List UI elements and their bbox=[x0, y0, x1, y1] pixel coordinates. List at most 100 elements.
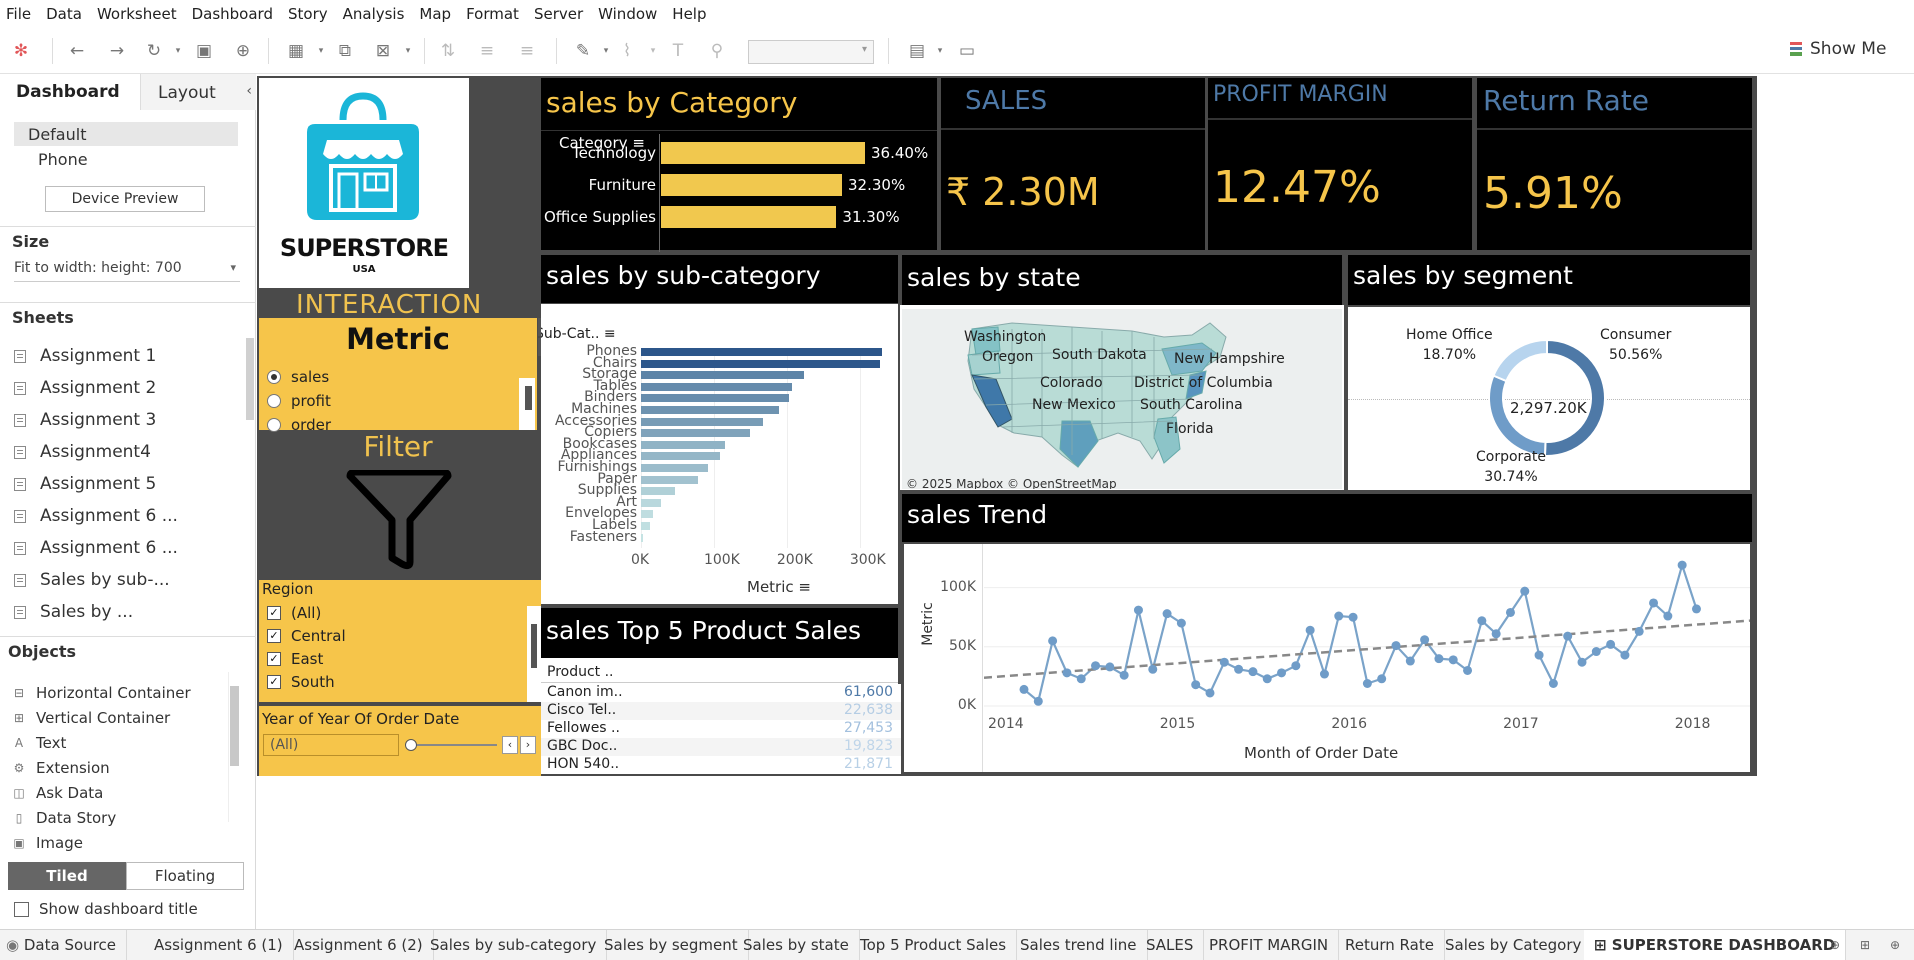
metric-option-order[interactable]: order bbox=[267, 416, 331, 434]
tab-dashboard[interactable]: Dashboard bbox=[0, 74, 140, 110]
trend-point[interactable] bbox=[1105, 662, 1115, 672]
trend-point[interactable] bbox=[1277, 668, 1287, 678]
trend-point[interactable] bbox=[1405, 656, 1415, 666]
axis-sort-icon[interactable]: ≡ bbox=[798, 578, 811, 596]
device-default[interactable]: Default bbox=[14, 122, 238, 146]
subcategory-bar[interactable] bbox=[641, 498, 661, 507]
top5-row[interactable]: HON 540.. 21,871 bbox=[541, 756, 901, 774]
sub-sort-icon[interactable]: ≡ bbox=[603, 326, 616, 342]
subcategory-bar[interactable] bbox=[641, 452, 720, 461]
trend-point[interactable] bbox=[1434, 654, 1444, 664]
show-cards-icon[interactable]: ▤ bbox=[908, 41, 926, 61]
sheet-item[interactable]: Assignment 1 bbox=[14, 340, 244, 372]
trend-point[interactable] bbox=[1033, 696, 1043, 706]
trend-point[interactable] bbox=[1491, 629, 1501, 639]
sheet-item[interactable]: Sales by sub-... bbox=[14, 564, 244, 596]
year-input[interactable]: (All) bbox=[263, 734, 399, 756]
trend-point[interactable] bbox=[1691, 604, 1701, 614]
subcategory-bar[interactable] bbox=[641, 464, 709, 472]
new-worksheet-dropdown-icon[interactable]: ▾ bbox=[318, 46, 324, 56]
subcategory-bar[interactable] bbox=[641, 359, 881, 368]
redo-history-icon[interactable]: ↻ bbox=[146, 41, 162, 61]
trend-point[interactable] bbox=[1248, 667, 1258, 677]
menu-dashboard[interactable]: Dashboard bbox=[191, 5, 273, 23]
segment-slice-home-office[interactable] bbox=[1492, 338, 1548, 383]
trend-point[interactable] bbox=[1076, 674, 1086, 684]
sheet-item[interactable]: Assignment 6 ... bbox=[14, 500, 244, 532]
trend-point[interactable] bbox=[1606, 639, 1616, 649]
subcategory-bar[interactable] bbox=[641, 510, 653, 519]
objects-scrollbar[interactable] bbox=[230, 686, 239, 766]
sheet-item[interactable]: Assignment 5 bbox=[14, 468, 244, 500]
highlight-icon[interactable]: ✎ bbox=[575, 41, 591, 61]
trend-point[interactable] bbox=[1176, 618, 1186, 628]
top5-row[interactable]: Cisco Tel.. 22,638 bbox=[541, 702, 901, 720]
trend-point[interactable] bbox=[1663, 611, 1673, 621]
object-item-text[interactable]: A Text bbox=[12, 730, 232, 755]
subcategory-bar[interactable] bbox=[641, 440, 725, 449]
category-bar[interactable] bbox=[661, 206, 837, 228]
subcategory-bar[interactable] bbox=[641, 417, 763, 426]
trend-point[interactable] bbox=[1062, 668, 1072, 678]
tab-assignment-6-1[interactable]: Assignment 6 (1) bbox=[150, 930, 294, 960]
trend-point[interactable] bbox=[1391, 641, 1401, 651]
tab-sales-by-state[interactable]: Sales by state bbox=[733, 930, 860, 960]
category-bar[interactable] bbox=[661, 174, 843, 196]
new-worksheet-tab-icon[interactable]: ⊕ bbox=[1830, 938, 1841, 952]
subcategory-bar[interactable] bbox=[641, 533, 644, 542]
sheet-item[interactable]: Assignment 2 bbox=[14, 372, 244, 404]
menu-story[interactable]: Story bbox=[287, 5, 328, 23]
sheet-item[interactable]: Assignment4 bbox=[14, 436, 244, 468]
region-scrollbar[interactable] bbox=[527, 606, 541, 702]
trend-point[interactable] bbox=[1620, 650, 1630, 660]
new-worksheet-icon[interactable]: ▦ bbox=[287, 41, 305, 61]
show-dashboard-title-checkbox[interactable]: Show dashboard title bbox=[14, 900, 198, 918]
object-item-extension[interactable]: ⚙ Extension bbox=[12, 755, 232, 780]
trend-point[interactable] bbox=[1420, 635, 1430, 645]
metric-option-sales[interactable]: sales bbox=[267, 368, 329, 386]
subcategory-bar[interactable] bbox=[641, 487, 676, 496]
metric-scrollbar[interactable] bbox=[525, 386, 532, 410]
save-icon[interactable]: ▣ bbox=[195, 41, 213, 61]
subcategory-bar[interactable] bbox=[641, 429, 751, 438]
trend-point[interactable] bbox=[1477, 616, 1487, 626]
subcategory-bar[interactable] bbox=[641, 475, 698, 484]
trend-point[interactable] bbox=[1591, 647, 1601, 657]
clear-sheet-icon[interactable]: ⊠ bbox=[375, 41, 391, 61]
pin-icon[interactable]: ⚲ bbox=[710, 41, 724, 61]
menu-window[interactable]: Window bbox=[598, 5, 658, 23]
trend-point[interactable] bbox=[1091, 661, 1101, 671]
sheet-item[interactable]: Assignment 3 bbox=[14, 404, 244, 436]
trend-point[interactable] bbox=[1520, 586, 1530, 596]
us-map[interactable]: Washington Oregon South Dakota New Hampshir… bbox=[902, 309, 1342, 489]
device-preview-button[interactable]: Device Preview bbox=[45, 186, 205, 212]
trend-point[interactable] bbox=[1634, 626, 1644, 636]
category-bar[interactable] bbox=[661, 142, 865, 164]
tab-sales-by-category[interactable]: Sales by Category bbox=[1435, 930, 1593, 960]
trend-point[interactable] bbox=[1534, 650, 1544, 660]
trend-point[interactable] bbox=[1291, 661, 1301, 671]
trend-point[interactable] bbox=[1119, 670, 1129, 680]
object-item-ask-data[interactable]: ◫ Ask Data bbox=[12, 780, 232, 805]
sort-ascending-icon[interactable]: ≡ bbox=[479, 41, 495, 61]
group-icon[interactable]: ⌇ bbox=[622, 41, 632, 61]
sheet-item[interactable]: Assignment 6 ... bbox=[14, 532, 244, 564]
top5-row[interactable]: GBC Doc.. 19,823 bbox=[541, 738, 901, 756]
trend-point[interactable] bbox=[1234, 664, 1244, 674]
clear-dropdown-icon[interactable]: ▾ bbox=[405, 46, 411, 56]
tab-superstore-dashboard[interactable]: ⊞ SUPERSTORE DASHBOARD bbox=[1584, 930, 1847, 960]
label-icon[interactable]: T bbox=[672, 41, 684, 61]
trend-point[interactable] bbox=[1563, 631, 1573, 641]
tab-layout[interactable]: Layout ‹ bbox=[140, 74, 256, 110]
undo-icon[interactable]: ← bbox=[69, 41, 85, 61]
device-phone[interactable]: Phone bbox=[38, 150, 88, 169]
menu-worksheet[interactable]: Worksheet bbox=[96, 5, 177, 23]
metric-option-profit[interactable]: profit bbox=[267, 392, 331, 410]
trend-point[interactable] bbox=[1019, 684, 1029, 694]
trend-point[interactable] bbox=[1377, 674, 1387, 684]
collapse-pane-icon[interactable]: ‹ bbox=[246, 83, 252, 99]
trend-point[interactable] bbox=[1505, 607, 1515, 617]
trend-point[interactable] bbox=[1191, 680, 1201, 690]
trend-point[interactable] bbox=[1048, 636, 1058, 646]
region-option-east[interactable]: ✓ East bbox=[267, 650, 323, 668]
